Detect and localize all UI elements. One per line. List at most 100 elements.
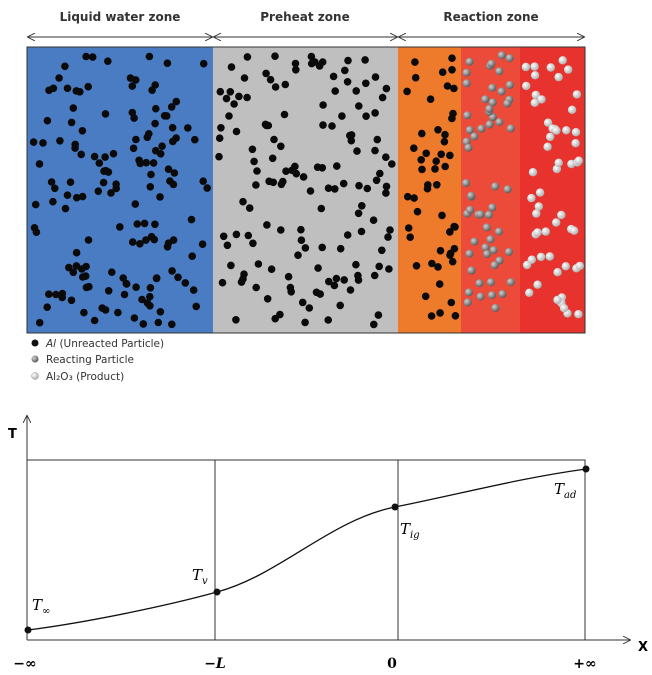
- particle: [562, 126, 570, 134]
- zone-label: Preheat zone: [260, 10, 349, 24]
- particle: [173, 98, 181, 106]
- particle: [127, 74, 135, 82]
- particle: [379, 94, 387, 102]
- particle: [150, 159, 158, 167]
- particle: [85, 283, 93, 291]
- particle: [465, 250, 473, 258]
- particle: [477, 125, 485, 133]
- particle: [64, 191, 72, 199]
- particle: [168, 267, 176, 275]
- zone-label: Reaction zone: [443, 10, 538, 24]
- particle: [355, 210, 363, 218]
- particle: [376, 170, 384, 178]
- particle: [157, 308, 165, 316]
- particle: [182, 279, 190, 287]
- particle: [522, 63, 530, 71]
- x-axis-label: X: [638, 640, 648, 655]
- particle: [466, 206, 474, 214]
- particle: [373, 177, 381, 185]
- particle: [498, 51, 506, 59]
- curve-points: [25, 466, 590, 634]
- particle: [527, 194, 535, 202]
- particle: [483, 250, 491, 258]
- particle: [77, 151, 85, 159]
- particle: [134, 220, 142, 228]
- particle: [245, 232, 253, 240]
- particle: [225, 112, 233, 120]
- particle: [291, 163, 299, 171]
- particle: [344, 57, 352, 65]
- particle: [151, 221, 159, 229]
- particle: [355, 182, 363, 190]
- x-tick-label: +∞: [573, 656, 596, 672]
- particle: [439, 68, 447, 76]
- particle: [297, 226, 305, 234]
- particle: [271, 315, 279, 323]
- particle: [444, 82, 452, 90]
- particle: [79, 273, 87, 281]
- particle: [190, 286, 198, 294]
- particle: [232, 316, 240, 324]
- particle: [129, 82, 137, 90]
- particle: [331, 282, 339, 290]
- particle: [403, 88, 411, 96]
- particle: [265, 178, 273, 186]
- particle: [192, 303, 200, 311]
- particle: [330, 73, 338, 81]
- particle: [294, 251, 302, 259]
- particle: [340, 180, 348, 188]
- particle: [487, 235, 495, 243]
- particle: [298, 236, 306, 244]
- particle: [76, 88, 84, 96]
- particle: [568, 106, 576, 114]
- point-label: Tad: [554, 480, 576, 501]
- particle: [422, 293, 430, 301]
- particle: [464, 144, 472, 152]
- particle: [153, 274, 161, 282]
- particle: [372, 73, 380, 81]
- particle: [328, 122, 336, 130]
- particle: [269, 155, 277, 163]
- particle: [319, 101, 327, 109]
- particle: [386, 226, 394, 234]
- particle: [507, 278, 515, 286]
- particle: [375, 311, 383, 319]
- particle: [151, 120, 159, 128]
- particle: [73, 262, 81, 270]
- particle: [490, 246, 498, 254]
- particle: [129, 238, 137, 246]
- particle: [448, 299, 456, 307]
- particle: [105, 168, 113, 176]
- particle: [463, 69, 471, 77]
- particle: [371, 109, 379, 117]
- particle: [262, 121, 270, 129]
- particle: [105, 287, 113, 295]
- particle: [318, 205, 326, 213]
- particle: [68, 297, 76, 305]
- particle: [44, 117, 52, 125]
- particle: [412, 74, 420, 82]
- particle: [271, 52, 279, 60]
- particle: [362, 112, 370, 120]
- particle: [263, 221, 271, 229]
- particle: [358, 202, 366, 210]
- particle: [504, 185, 512, 193]
- particle: [362, 80, 370, 88]
- particle: [488, 204, 496, 212]
- particle: [277, 226, 285, 234]
- particle: [414, 208, 422, 216]
- particle: [371, 272, 379, 280]
- particle: [344, 78, 352, 86]
- particle: [388, 160, 396, 168]
- particle: [253, 167, 261, 175]
- particle: [344, 231, 352, 239]
- particle: [466, 58, 474, 66]
- particle: [337, 245, 345, 253]
- particle: [224, 242, 232, 250]
- particle: [142, 236, 150, 244]
- particle: [542, 227, 550, 235]
- particle: [119, 274, 127, 282]
- particle: [166, 177, 174, 185]
- particle: [272, 83, 280, 91]
- particle: [448, 54, 456, 62]
